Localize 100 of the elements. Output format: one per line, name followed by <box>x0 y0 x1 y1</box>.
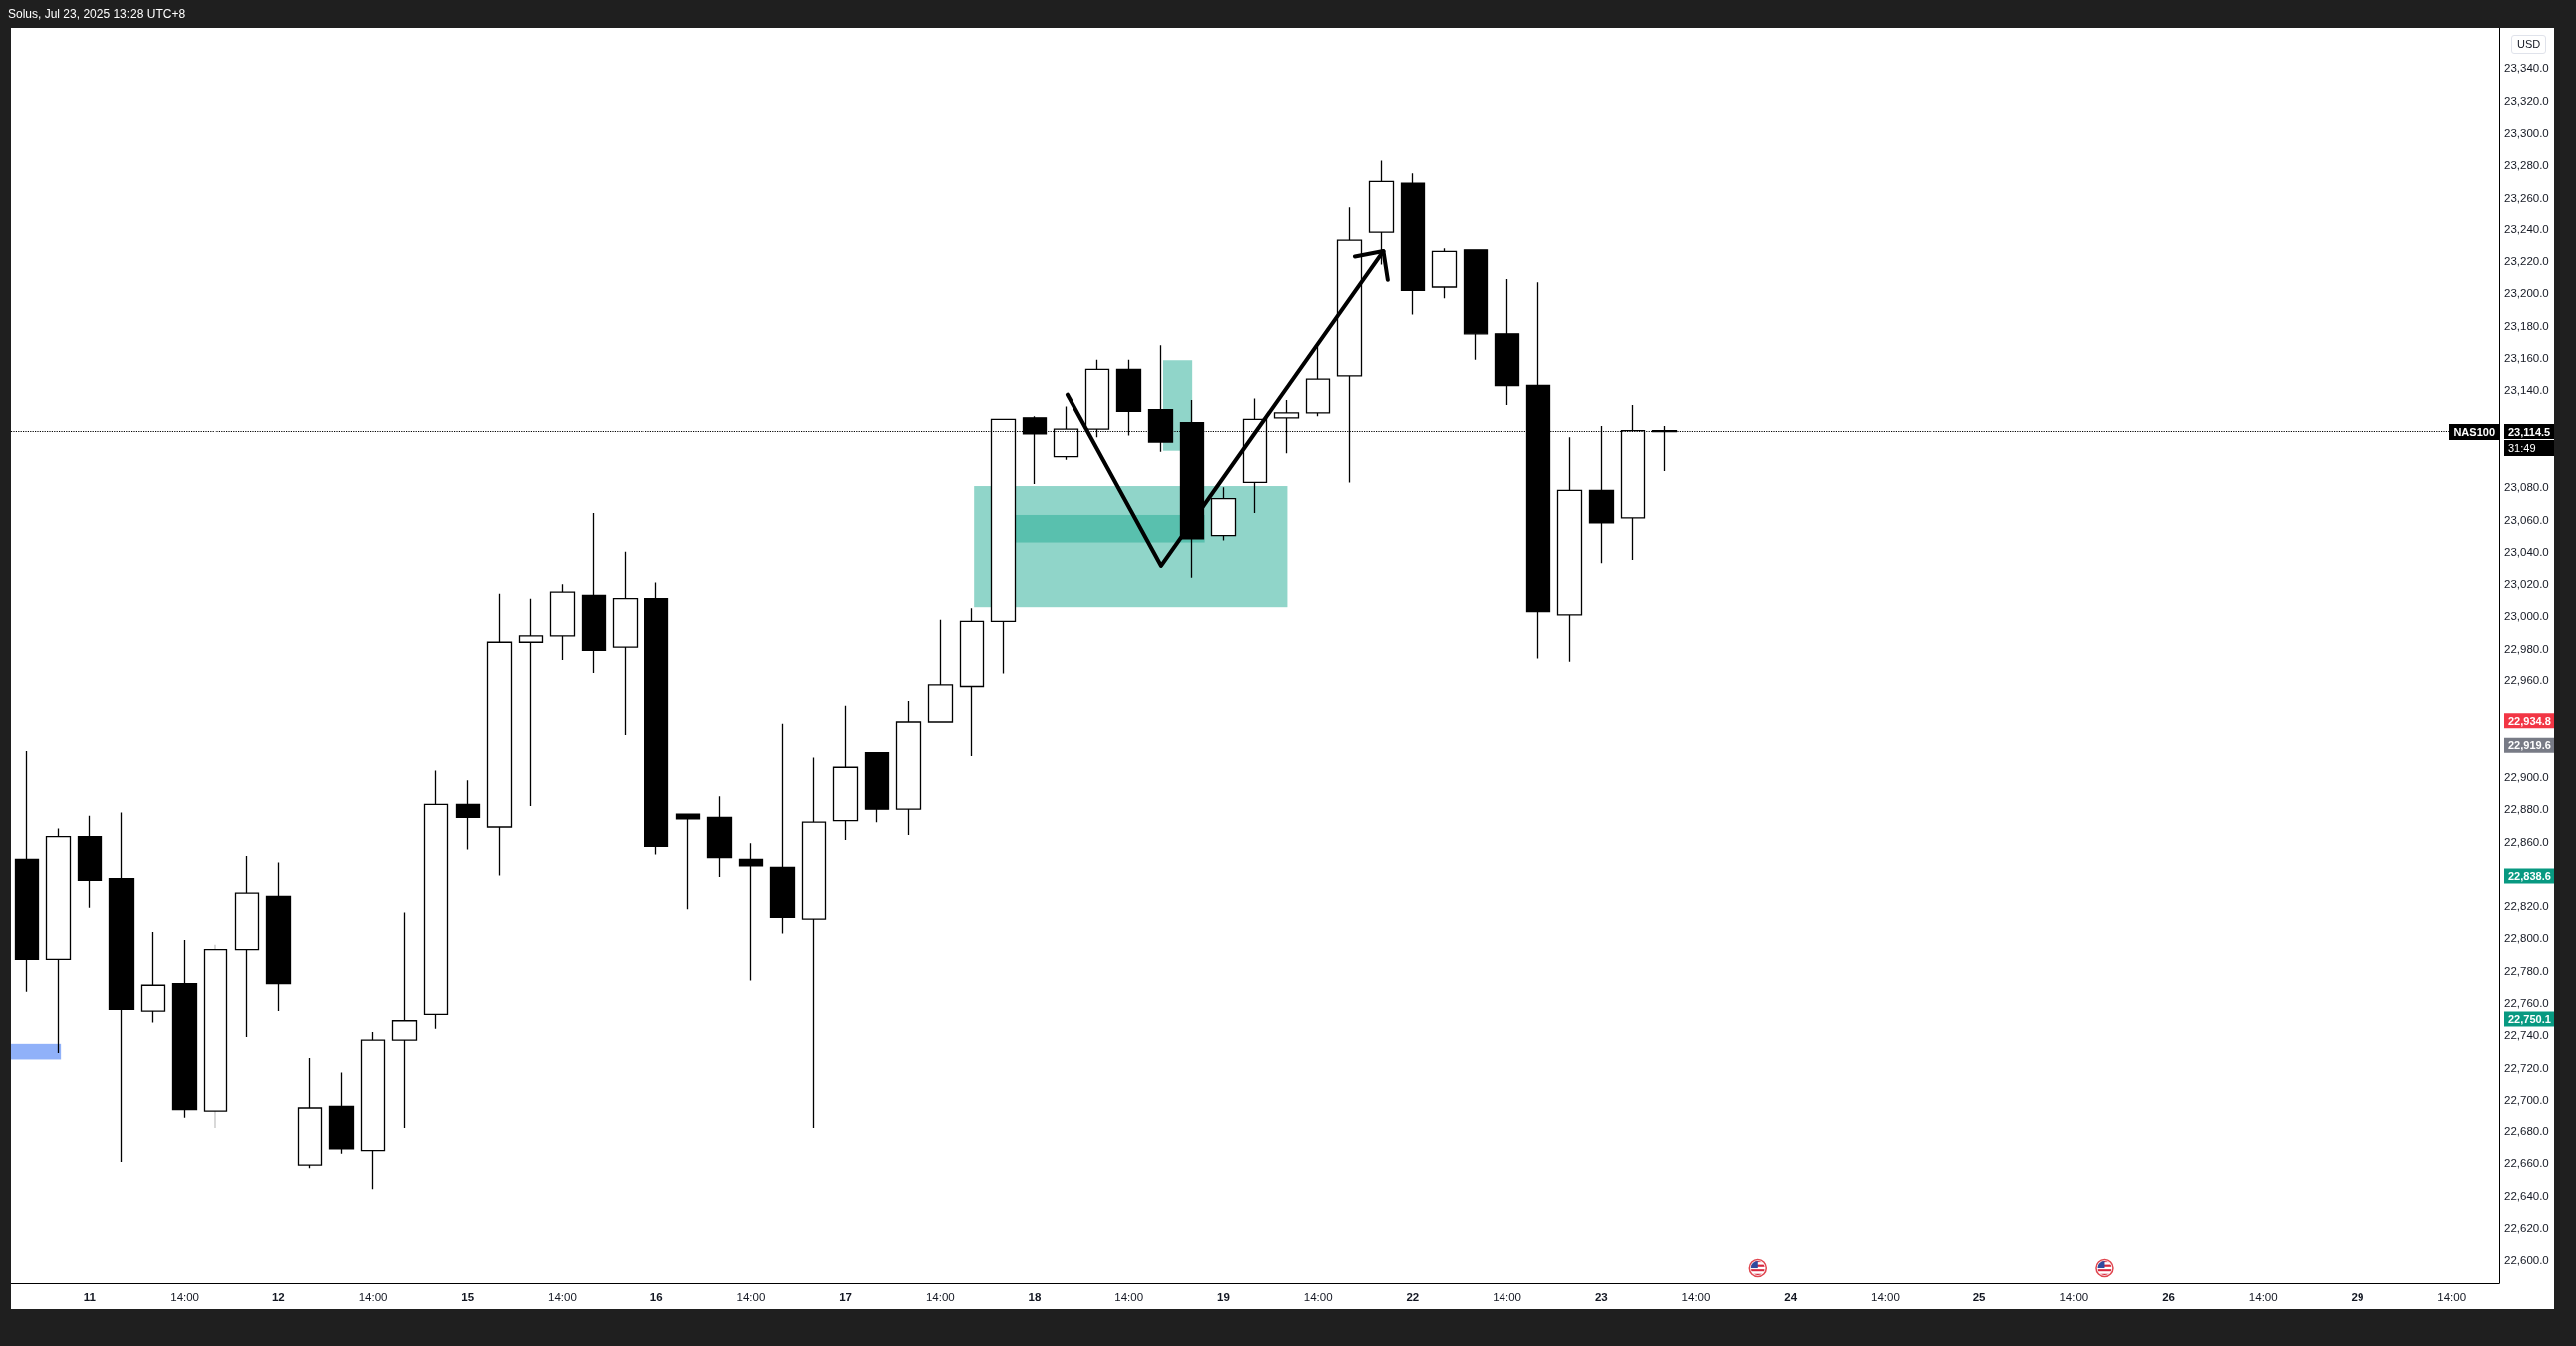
y-tick-label: 22,600.0 <box>2504 1254 2549 1267</box>
y-tick-label: 23,280.0 <box>2504 159 2549 172</box>
y-tick-label: 22,820.0 <box>2504 900 2549 913</box>
candlestick <box>1431 247 1458 299</box>
y-tick-label: 22,960.0 <box>2504 674 2549 687</box>
candlestick <box>77 815 103 909</box>
text: 31:49 <box>2504 439 2554 456</box>
x-tick-label: 19 <box>1217 1291 1230 1303</box>
x-tick-label: 15 <box>461 1291 475 1303</box>
x-tick-label: 14:00 <box>170 1291 200 1303</box>
y-tick-label: 23,020.0 <box>2504 578 2549 591</box>
y-tick-label: 23,060.0 <box>2504 513 2549 526</box>
x-tick-label: 14:00 <box>1681 1291 1711 1303</box>
candlestick <box>706 795 733 878</box>
y-tick-label: 22,750.1 <box>2508 1013 2551 1025</box>
y-tick-label: 22,980.0 <box>2504 642 2549 655</box>
candlestick <box>769 722 796 935</box>
x-tick-label: 11 <box>83 1291 97 1303</box>
y-tick-label: 22,860.0 <box>2504 835 2549 848</box>
x-tick-label: 22 <box>1406 1291 1420 1303</box>
y-tick-label: 22,919.6 <box>2508 739 2551 752</box>
candlestick <box>14 750 40 993</box>
x-tick-label: 18 <box>1028 1291 1043 1303</box>
y-tick-label: 23,000.0 <box>2504 610 2549 623</box>
candlestick <box>1463 249 1489 361</box>
y-tick-label: 22,740.0 <box>2504 1029 2549 1042</box>
y-tick-label: 23,180.0 <box>2504 319 2549 332</box>
y-tick-label: 22,720.0 <box>2504 1061 2549 1074</box>
x-tick-label: 14:00 <box>1493 1291 1521 1303</box>
x-tick-label: 14:00 <box>358 1291 388 1303</box>
x-tick-label: 14:00 <box>2248 1291 2278 1303</box>
candlestick <box>644 581 669 856</box>
y-tick-label: 22,800.0 <box>2504 932 2549 945</box>
candlestick <box>391 911 418 1129</box>
x-tick-label: 29 <box>2351 1291 2364 1303</box>
candlestick <box>895 700 922 836</box>
y-tick-label: 23,114.5 <box>2508 425 2551 438</box>
y-tick-label: 22,900.0 <box>2504 770 2549 783</box>
candlestick <box>675 813 701 910</box>
y-tick-label: 22,680.0 <box>2504 1125 2549 1138</box>
ref-line-label: NAS100 <box>2449 423 2499 440</box>
candlestick <box>1494 278 1520 406</box>
y-tick-label: 22,934.8 <box>2508 714 2551 727</box>
x-tick-label: 26 <box>2162 1291 2175 1303</box>
candlestick <box>171 939 198 1119</box>
y-tick-label: 22,780.0 <box>2504 964 2549 977</box>
candlestick <box>518 598 544 807</box>
candlestick <box>203 944 228 1129</box>
y-tick-label: 23,140.0 <box>2504 384 2549 397</box>
x-tick-label: 14:00 <box>548 1291 577 1303</box>
candlestick <box>1305 346 1331 417</box>
x-tick-label: 14:00 <box>1303 1291 1333 1303</box>
candlestick <box>486 593 513 877</box>
y-tick-label: 22,700.0 <box>2504 1093 2549 1106</box>
candlestick <box>297 1057 323 1169</box>
y-tick-label: 23,300.0 <box>2504 126 2549 139</box>
x-tick-label: 24 <box>1784 1291 1798 1303</box>
candlestick <box>455 779 481 851</box>
candlestick <box>108 811 135 1163</box>
y-tick-label: 23,220.0 <box>2504 255 2549 268</box>
candlestick <box>549 583 576 661</box>
candlestick <box>45 827 72 1054</box>
candlestick <box>265 861 292 1012</box>
x-tick-label: 14:00 <box>1871 1291 1900 1303</box>
y-axis-title: USD <box>2511 35 2547 54</box>
candlestick <box>832 705 859 841</box>
x-tick-label: 23 <box>1594 1291 1608 1303</box>
x-tick-label: 14:00 <box>2437 1291 2467 1303</box>
candlestick <box>360 1031 386 1190</box>
candlestick <box>1400 172 1426 316</box>
candlestick <box>423 769 449 1030</box>
y-tick-label: 23,240.0 <box>2504 223 2549 235</box>
candlestick <box>864 752 890 823</box>
y-tick-label: 23,080.0 <box>2504 481 2549 494</box>
candlestick <box>959 607 985 757</box>
x-tick-label: 16 <box>649 1291 663 1303</box>
y-tick-label: 22,760.0 <box>2504 997 2549 1010</box>
y-tick-label: 23,260.0 <box>2504 191 2549 204</box>
y-tick-label: 22,620.0 <box>2504 1222 2549 1235</box>
candlestick <box>581 512 607 673</box>
y-tick-label: 22,838.6 <box>2508 870 2551 883</box>
x-tick-label: 25 <box>1972 1291 1987 1303</box>
x-tick-label: 14:00 <box>1114 1291 1144 1303</box>
candlestick <box>234 855 260 1038</box>
candlestick <box>1556 436 1583 663</box>
y-tick-label: 22,880.0 <box>2504 803 2549 816</box>
y-tick-label: 23,040.0 <box>2504 545 2549 558</box>
y-tick-label: 22,640.0 <box>2504 1189 2549 1202</box>
x-tick-label: 17 <box>839 1291 852 1303</box>
y-tick-label: 22,660.0 <box>2504 1157 2549 1170</box>
candlestick <box>1210 486 1237 542</box>
candlestick <box>801 756 827 1129</box>
y-tick-label: 23,340.0 <box>2504 62 2549 75</box>
chart-title: Solus, Jul 23, 2025 13:28 UTC+8 <box>8 7 186 21</box>
x-tick-label: 12 <box>271 1291 285 1303</box>
y-tick-label: 23,200.0 <box>2504 287 2549 300</box>
x-tick-label: 14:00 <box>736 1291 766 1303</box>
candlestick <box>1368 159 1395 266</box>
x-tick-label: 14:00 <box>2059 1291 2089 1303</box>
x-tick-label: 14:00 <box>925 1291 955 1303</box>
